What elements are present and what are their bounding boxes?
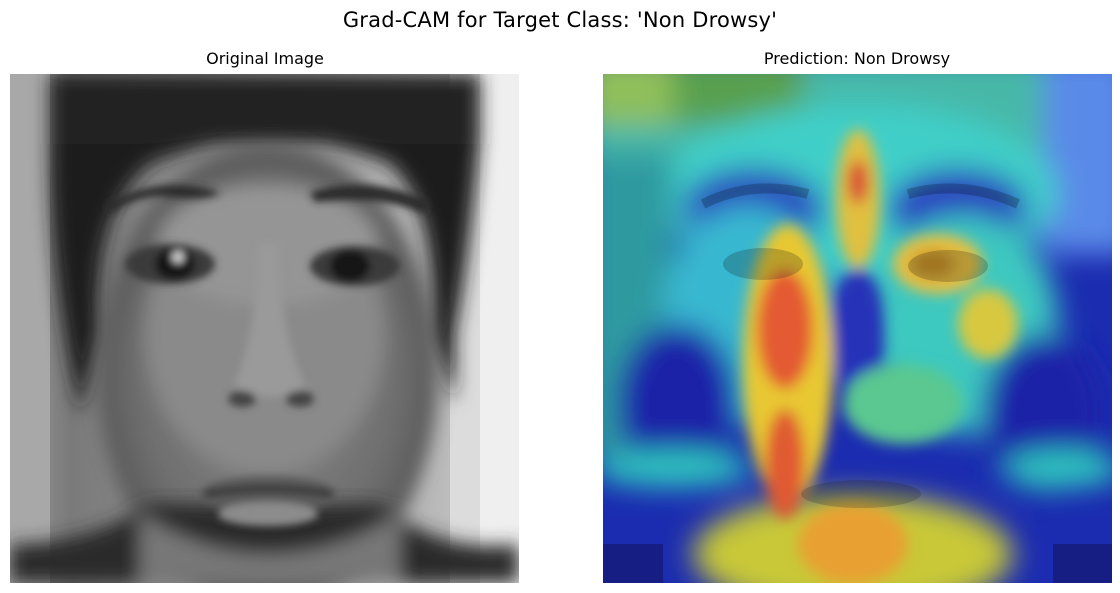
left-panel-title: Original Image xyxy=(206,49,324,68)
figure-title: Grad-CAM for Target Class: 'Non Drowsy' xyxy=(342,8,778,32)
original-image xyxy=(10,74,519,583)
gradcam-heatmap xyxy=(603,74,1112,583)
gradcam-overlay xyxy=(603,74,1112,583)
right-panel-title: Prediction: Non Drowsy xyxy=(763,49,951,68)
face-photo-grayscale xyxy=(10,74,519,583)
